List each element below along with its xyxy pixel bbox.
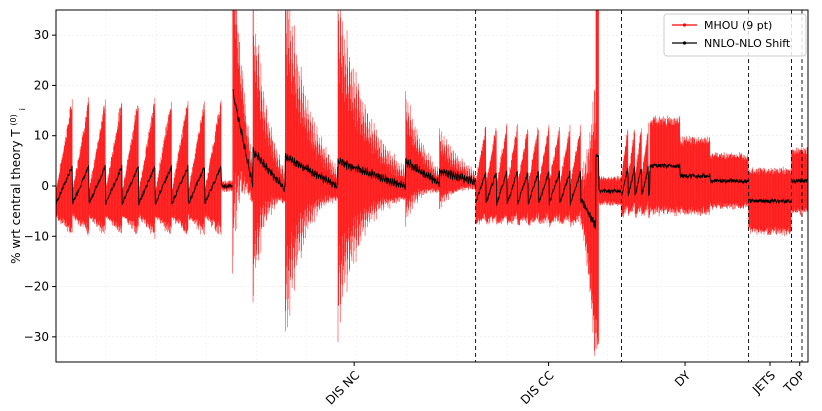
shift-line — [791, 177, 808, 184]
plot-area — [55, 10, 808, 356]
legend: MHOU (9 pt) NNLO-NLO Shift — [663, 13, 807, 57]
group-separators — [475, 10, 803, 362]
process-group-dis-cc — [475, 10, 622, 356]
x-tick-label: DY — [672, 368, 694, 390]
legend-box — [663, 13, 807, 57]
legend-label-mhou: MHOU (9 pt) — [704, 19, 772, 32]
process-group-dis-nc — [232, 10, 476, 342]
legend-label-shift: NNLO-NLO Shift — [704, 37, 791, 50]
y-tick-label: 20 — [34, 78, 49, 92]
shift-line — [621, 163, 749, 197]
shift-line — [748, 198, 792, 205]
process-group-other — [55, 97, 233, 239]
x-axis: DIS NC DIS CC DY JETS TOP — [323, 362, 808, 408]
shift-line — [232, 89, 476, 192]
y-tick-label: 0 — [41, 179, 49, 193]
y-tick-label: 10 — [34, 129, 49, 143]
shift-line — [55, 164, 233, 206]
process-group-jets — [748, 166, 792, 236]
legend-marker-shift — [682, 41, 687, 45]
y-axis-label: % wrt central theory T (0) i — [9, 108, 27, 264]
y-tick-label: −30 — [24, 330, 49, 344]
y-tick-label: −10 — [24, 229, 49, 243]
process-group-dy — [621, 115, 749, 218]
x-tick-label: TOP — [780, 368, 808, 396]
shift-line — [475, 154, 622, 230]
legend-marker-mhou — [682, 23, 687, 27]
y-axis: −30 −20 −10 0 10 20 30 — [24, 28, 56, 344]
x-tick-label: JETS — [749, 368, 778, 397]
y-tick-label: 30 — [34, 28, 49, 42]
y-tick-label: −20 — [24, 280, 49, 294]
x-tick-label: DIS NC — [323, 368, 362, 407]
x-tick-label: DIS CC — [518, 368, 557, 407]
process-group-top — [791, 147, 808, 216]
